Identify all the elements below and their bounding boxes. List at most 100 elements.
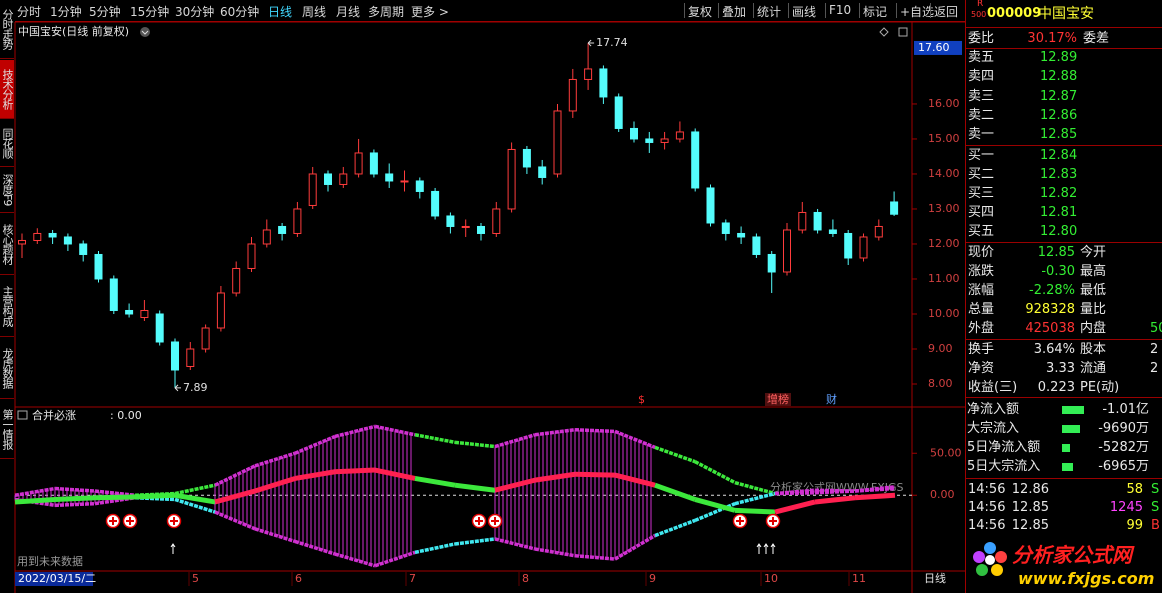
stat-label: 内盘	[1080, 321, 1107, 336]
toolbar-button[interactable]: 返回	[934, 5, 959, 19]
side-tab[interactable]: 主营构成	[0, 276, 14, 337]
indicator-segment	[254, 451, 296, 468]
side-tab[interactable]: 第一情报	[0, 400, 14, 459]
period-tab[interactable]: 30分钟	[175, 5, 215, 19]
indicator-segment	[334, 424, 376, 439]
candle-body	[232, 267, 241, 294]
stat-label: 最高	[1080, 264, 1107, 279]
tick-side: S	[1151, 500, 1160, 515]
candle-body	[492, 208, 501, 234]
tick-price: 12.85	[1011, 518, 1049, 533]
candle-body	[599, 68, 608, 98]
indicator-segment	[214, 488, 256, 505]
indicator-segment	[534, 428, 576, 437]
x-tick-label: 7	[409, 572, 416, 585]
period-tab[interactable]: 更多 >	[411, 5, 449, 19]
stat-label: 最低	[1080, 283, 1107, 298]
y-tick-label: 50.00	[930, 446, 962, 459]
buy-signal-plus	[769, 517, 777, 525]
up-arrow	[756, 543, 762, 554]
bid-price: 12.83	[1040, 167, 1078, 183]
toolbar-button[interactable]: 叠加	[722, 5, 747, 19]
chart-title: 中国宝安(日线 前复权)	[18, 24, 129, 38]
candle-body	[446, 215, 455, 227]
period-tab[interactable]: 多周期	[368, 5, 405, 19]
side-tab[interactable]: 龙虎数据	[0, 338, 14, 399]
period-tab[interactable]: 日线	[268, 5, 293, 19]
bid-label: 买三	[968, 186, 995, 202]
marker-box	[765, 393, 791, 406]
separator	[966, 48, 1162, 49]
ask-price: 12.87	[1040, 88, 1078, 104]
chart: 中国宝安(日线 前复权) 合并必涨 : 0.00 分析家公式网WWW.FXJGS…	[14, 21, 965, 593]
candle-body	[324, 173, 332, 185]
candle-body	[79, 243, 88, 255]
indicator-segment	[174, 497, 216, 514]
toolbar-button[interactable]: 复权	[688, 5, 713, 19]
period-tab[interactable]: 月线	[336, 5, 361, 19]
side-tab[interactable]: 深度F9	[0, 168, 14, 213]
candle-body	[844, 232, 853, 259]
side-tab[interactable]: 分时走势	[0, 0, 14, 59]
period-tab[interactable]: 15分钟	[130, 5, 170, 19]
period-tab[interactable]: 5分钟	[89, 5, 121, 19]
tick-side: S	[1151, 482, 1160, 497]
x-tick-label: 9	[649, 572, 656, 585]
toolbar-button[interactable]: 标记	[863, 5, 888, 19]
candle-body	[538, 166, 547, 178]
indicator-segment	[134, 492, 176, 500]
indicator-segment	[734, 480, 776, 496]
indicator-segment	[614, 429, 656, 450]
indicator-segment	[294, 434, 336, 455]
candle-body	[48, 232, 57, 238]
candle-body	[171, 341, 179, 371]
separator	[718, 3, 719, 18]
indicator-segment	[414, 542, 456, 555]
candle-body	[813, 211, 822, 231]
flow-label: 5日净流入额	[967, 440, 1041, 455]
ask-price: 12.89	[1040, 50, 1078, 65]
indicator-segment	[294, 539, 336, 556]
candle-body	[737, 232, 746, 238]
ask-price: 12.88	[1040, 69, 1078, 85]
indicator-segment	[574, 553, 616, 561]
side-tab[interactable]: 核心题材	[0, 214, 14, 275]
high-label: 17.74	[596, 36, 628, 49]
toolbar-button[interactable]: +自选	[900, 5, 935, 19]
indicator-segment	[54, 486, 96, 493]
toolbar-button[interactable]: 统计	[757, 5, 782, 19]
dropdown-icon[interactable]	[140, 27, 150, 37]
flow-label: 净流入额	[967, 402, 1020, 417]
period-tab[interactable]: 分时	[17, 5, 42, 19]
indicator-segment	[454, 482, 496, 493]
flow-value: -5282万	[1098, 440, 1149, 455]
candle-body	[691, 131, 700, 189]
x-tick-label: 11	[852, 572, 866, 585]
square-icon[interactable]	[898, 27, 908, 37]
candle-body	[721, 222, 730, 234]
candle-body	[247, 243, 256, 269]
y-tick-label: 8.00	[928, 377, 953, 390]
toolbar-button[interactable]: 画线	[792, 5, 817, 19]
label: 委差	[1083, 31, 1110, 46]
indicator-segment	[254, 527, 296, 544]
side-tab[interactable]: 同花顺	[0, 120, 14, 167]
bid-label: 买一	[968, 148, 995, 163]
side-tab[interactable]: 技术分析	[0, 60, 14, 119]
stat-label: PE(动)	[1080, 380, 1120, 395]
separator	[966, 339, 1162, 340]
diamond-icon[interactable]	[879, 27, 889, 37]
period-tab[interactable]: 60分钟	[220, 5, 260, 19]
flow-bar	[1062, 425, 1080, 433]
toolbar-button[interactable]: F10	[829, 3, 852, 17]
indicator-icon[interactable]	[17, 410, 28, 420]
y-tick-label: 12.00	[928, 237, 960, 250]
candle-body	[477, 225, 485, 234]
separator	[753, 3, 754, 18]
period-tab[interactable]: 周线	[302, 5, 327, 19]
event-marker: 增榜	[767, 392, 789, 406]
candle-body	[369, 152, 378, 175]
period-tab[interactable]: 1分钟	[50, 5, 82, 19]
indicator-segment	[374, 550, 416, 568]
candle-body	[94, 253, 103, 280]
